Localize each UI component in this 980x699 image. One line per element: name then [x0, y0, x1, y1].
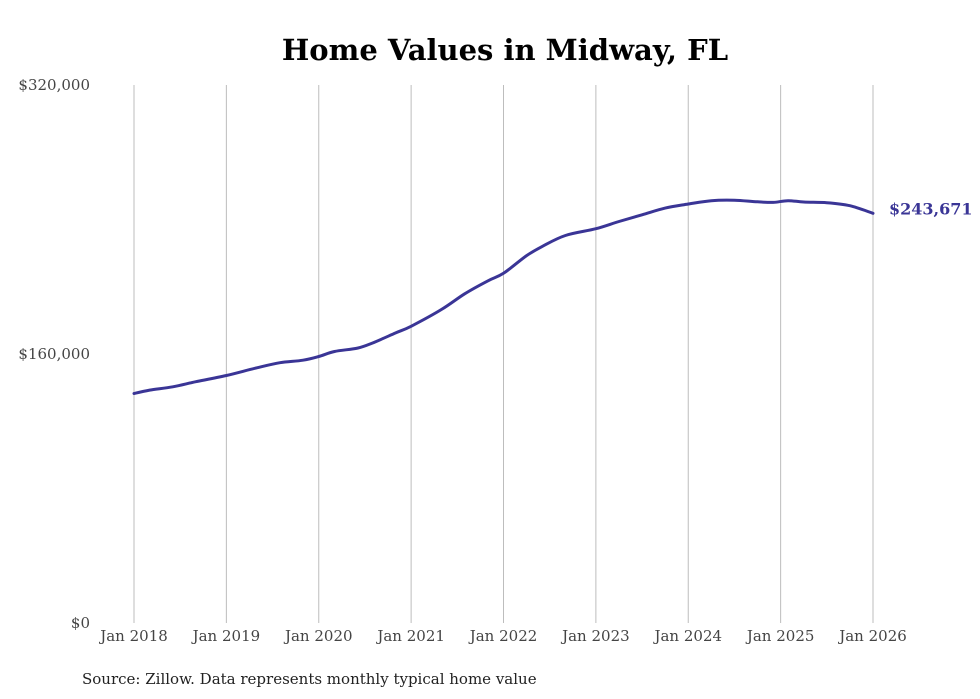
latest-value-label: $243,671: [889, 199, 973, 218]
x-axis-tick-labels: Jan 2018 Jan 2019 Jan 2020 Jan 2021 Jan 2022…: [98, 627, 907, 645]
x-tick-label: Jan 2018: [98, 627, 168, 645]
x-tick-label: Jan 2024: [652, 627, 722, 645]
x-tick-label: Jan 2021: [375, 627, 445, 645]
x-tick-label: Jan 2022: [468, 627, 538, 645]
y-tick-label: $320,000: [18, 76, 90, 94]
source-note: Source: Zillow. Data represents monthly …: [82, 670, 537, 688]
home-value-line: [132, 198, 875, 395]
y-tick-label: $160,000: [18, 345, 90, 363]
vertical-gridlines: [133, 85, 874, 623]
x-tick-label: Jan 2025: [745, 627, 815, 645]
x-tick-label: Jan 2019: [191, 627, 261, 645]
x-tick-label: Jan 2020: [283, 627, 353, 645]
chart-title: Home Values in Midway, FL: [282, 33, 728, 67]
x-tick-label: Jan 2023: [560, 627, 630, 645]
x-tick-label: Jan 2026: [837, 627, 907, 645]
y-axis-tick-labels: $0 $160,000 $320,000: [18, 76, 90, 632]
y-tick-label: $0: [71, 614, 90, 632]
